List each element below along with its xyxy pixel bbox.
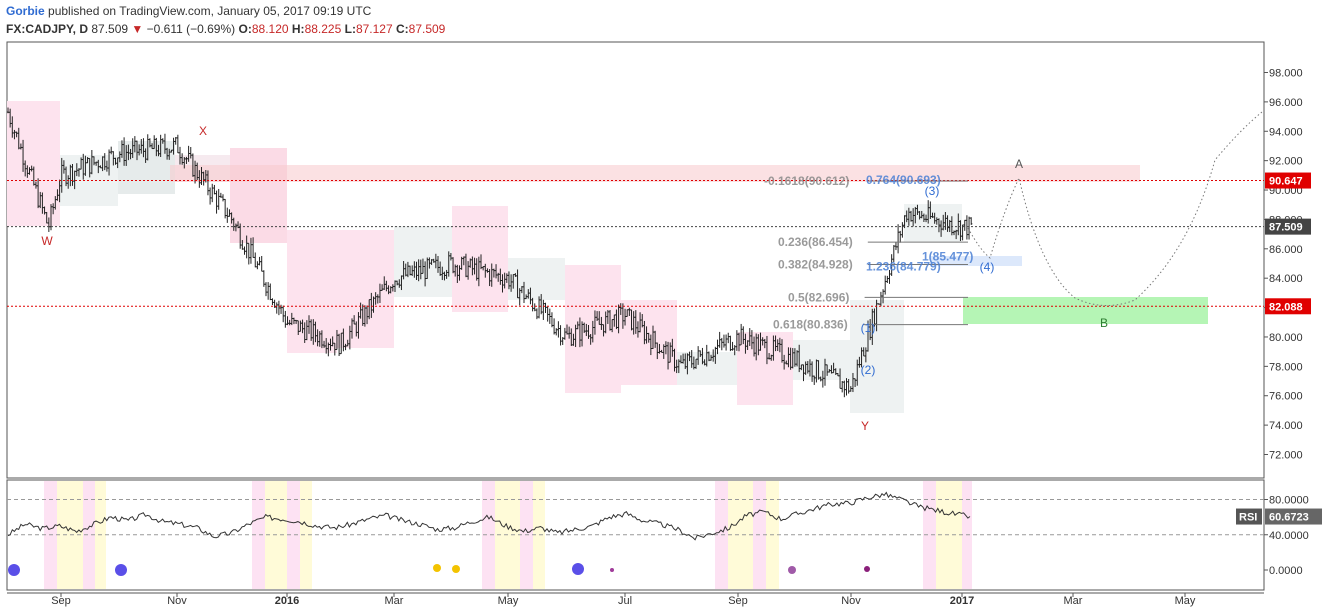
publish-info: Gorbie published on TradingView.com, Jan… [6, 4, 371, 18]
fib-level-label: 0.618(80.836) [773, 318, 848, 332]
price-tick-label: 78.000 [1269, 361, 1303, 373]
rsi-pane-frame [6, 479, 1265, 591]
rsi-cycle-band [83, 481, 95, 589]
signal-dot [433, 564, 441, 572]
high-label: H: [291, 22, 305, 36]
time-tick-label: May [1175, 595, 1196, 607]
wave-label: Y [861, 419, 869, 433]
low-label: L: [344, 22, 356, 36]
rsi-tick-label: 0.0000 [1269, 565, 1303, 577]
cycle-box [230, 148, 287, 243]
fib-level-label: 0.382(84.928) [778, 258, 853, 272]
published-text: published on TradingView.com, January 05… [48, 4, 372, 18]
signal-dot [788, 566, 796, 574]
low-value: 87.127 [355, 22, 393, 36]
cycle-box [118, 141, 175, 194]
time-tick-label: Jul [618, 595, 632, 607]
fib-level-label: -0.1618(90.612) [764, 174, 849, 188]
cycle-box [287, 230, 337, 353]
open-value: 88.120 [251, 22, 289, 36]
wave-label: (2) [861, 363, 876, 377]
time-tick-label: Mar [1064, 595, 1083, 607]
price-tick-label: 84.000 [1269, 273, 1303, 285]
close-label: C: [395, 22, 409, 36]
fib-level-label: 1.236(84.779) [866, 260, 941, 274]
resistance-zone [170, 165, 1140, 182]
time-tick-label: 2017 [950, 595, 974, 607]
ohlc-legend: FX:CADJPY, D 87.509 ▼ −0.611 (−0.69%) O:… [6, 22, 445, 36]
rsi-name-label: RSI [1239, 512, 1257, 524]
price-tick-label: 94.000 [1269, 126, 1303, 138]
target-zone-b [963, 297, 1208, 324]
price-bars [6, 107, 973, 398]
projection-path [967, 111, 1263, 306]
wave-label: B [1100, 316, 1108, 330]
signal-dot [115, 564, 127, 576]
time-tick-label: Nov [841, 595, 861, 607]
cycle-box [337, 230, 394, 348]
time-tick-label: Sep [728, 595, 748, 607]
rsi-cycle-band [482, 481, 495, 589]
wave-label: A [1015, 157, 1023, 171]
price-marker-label: 87.509 [1269, 222, 1303, 234]
rsi-value-box [1265, 508, 1322, 525]
fib-level-label: 1(85.477) [922, 249, 973, 263]
rsi-cycle-band [728, 481, 753, 589]
rsi-cycle-band [252, 481, 265, 589]
price-tick-label: 92.000 [1269, 156, 1303, 168]
price-pane-frame [6, 41, 1265, 479]
symbol-label[interactable]: FX:CADJPY, D [6, 22, 89, 36]
price-tick-label: 96.000 [1269, 97, 1303, 109]
price-tick-label: 74.000 [1269, 420, 1303, 432]
author-name[interactable]: Gorbie [6, 4, 45, 18]
price-tick-label: 72.000 [1269, 450, 1303, 462]
wave4-zone [930, 256, 1022, 266]
time-tick-label: Nov [167, 595, 187, 607]
cycle-box [452, 206, 508, 312]
high-value: 88.225 [304, 22, 342, 36]
rsi-tick-label: 40.0000 [1269, 530, 1309, 542]
price-marker-box [1265, 172, 1311, 189]
price-marker-box [1265, 298, 1311, 315]
wave-label: W [41, 234, 53, 248]
fib-level-label: 0.764(90.693) [866, 173, 941, 187]
time-tick-label: 2016 [275, 595, 299, 607]
rsi-cycle-band [287, 481, 300, 589]
rsi-name-box [1236, 508, 1262, 525]
signal-dot [8, 564, 20, 576]
signal-dot [610, 568, 614, 572]
cycle-box [793, 340, 850, 380]
price-tick-label: 80.000 [1269, 332, 1303, 344]
cycle-box [508, 258, 565, 300]
open-label: O: [238, 22, 252, 36]
close-value: 87.509 [408, 22, 446, 36]
rsi-tick-label: 80.0000 [1269, 495, 1309, 507]
last-price: 87.509 [91, 22, 129, 36]
time-tick-label: Sep [51, 595, 71, 607]
rsi-line [7, 491, 971, 541]
price-marker-label: 90.647 [1269, 176, 1303, 188]
price-marker-box [1265, 218, 1311, 235]
signal-dot [864, 566, 870, 572]
rsi-cycle-band [300, 481, 312, 589]
price-tick-label: 86.000 [1269, 244, 1303, 256]
rsi-value-label: 60.6723 [1269, 512, 1309, 524]
wave-label: (1) [861, 321, 876, 335]
price-tick-label: 98.000 [1269, 68, 1303, 80]
fib-level-label: 0.236(86.454) [778, 235, 853, 249]
signal-dot [572, 563, 584, 575]
wave-label: X [199, 124, 207, 138]
wave-label: (4) [980, 260, 995, 274]
fib-level-label: 0.5(82.696) [788, 290, 849, 304]
wave-label: (3) [925, 184, 940, 198]
price-change: −0.611 (−0.69%) [146, 22, 236, 36]
down-arrow-icon: ▼ [131, 22, 144, 36]
price-tick-label: 76.000 [1269, 391, 1303, 403]
time-tick-label: May [498, 595, 519, 607]
time-tick-label: Mar [385, 595, 404, 607]
price-marker-label: 82.088 [1269, 301, 1303, 313]
signal-dot [452, 565, 460, 573]
